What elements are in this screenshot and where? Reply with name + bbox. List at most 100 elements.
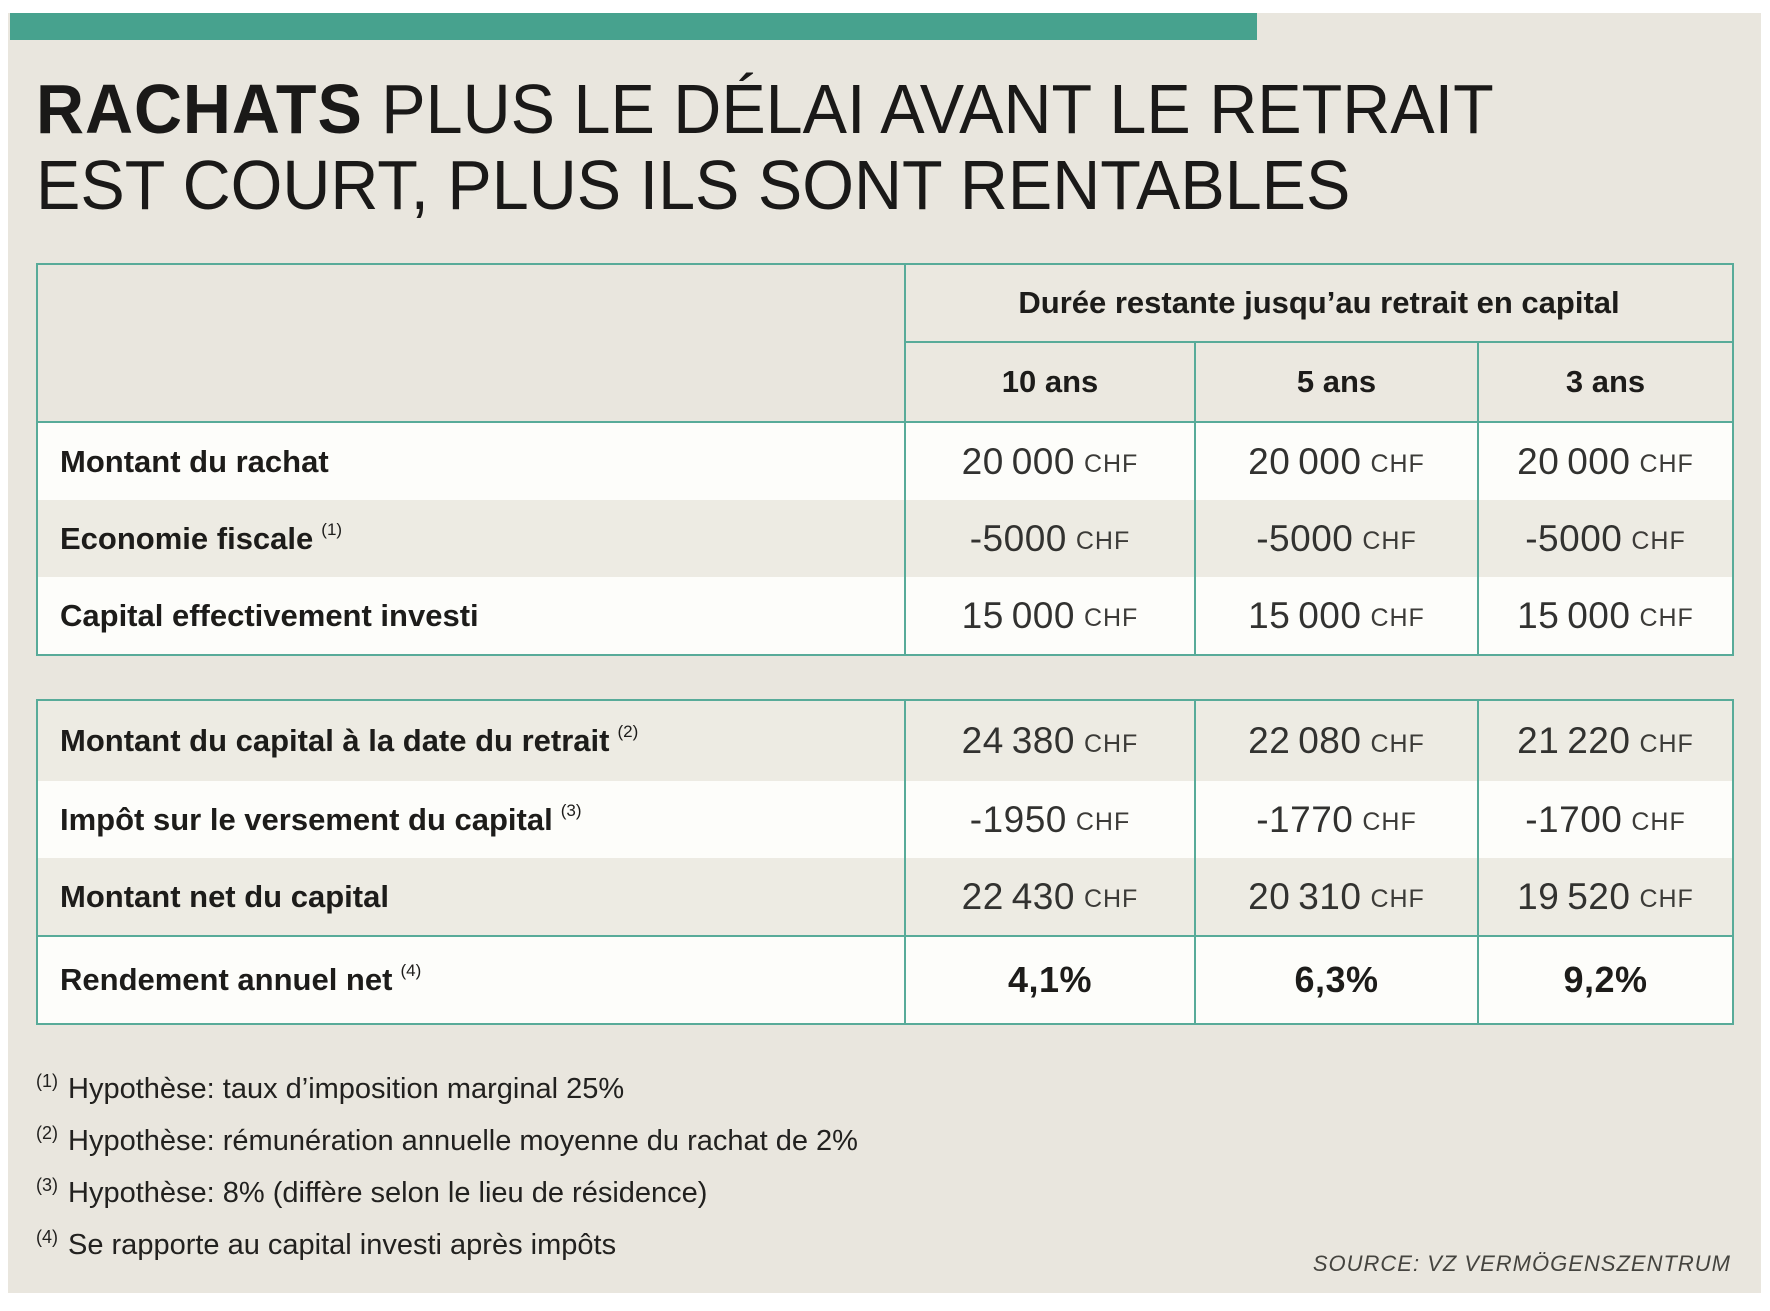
column-header-5ans: 5 ans <box>1194 343 1477 423</box>
cell-value: 20 310 <box>1248 875 1362 917</box>
cell-rendement-net-10ans: 4,1% <box>904 935 1194 1023</box>
footnote-marker: (2) <box>36 1122 58 1143</box>
cell-montant-net-10ans: 22 430 CHF <box>904 858 1194 935</box>
cell-rendement-net-3ans: 9,2% <box>1477 935 1732 1023</box>
cell-unit: CHF <box>1631 808 1686 836</box>
row-label-rendement-net: Rendement annuel net (4) <box>38 935 904 1023</box>
cell-value: 24 380 <box>961 720 1075 761</box>
cell-economie-fiscale-3ans: -5000 CHF <box>1477 500 1732 577</box>
cell-montant-rachat-10ans: 20 000 CHF <box>904 423 1194 500</box>
row-label-economie-fiscale: Economie fiscale (1) <box>38 500 904 577</box>
cell-capital-investi-10ans: 15 000 CHF <box>904 577 1194 654</box>
cell-value: -5000 <box>969 517 1067 559</box>
footnote-marker: (1) <box>36 1070 58 1091</box>
table-corner-cell <box>38 343 904 423</box>
cell-impot-versement-5ans: -1770 CHF <box>1194 781 1477 858</box>
cell-value: 15 000 <box>961 594 1075 636</box>
cell-value: 15 000 <box>1248 594 1362 636</box>
cell-unit: CHF <box>1083 729 1139 758</box>
footnote-text: Hypothèse: rémunération annuelle moyenne… <box>68 1124 858 1157</box>
cell-unit: CHF <box>1631 527 1686 555</box>
source-credit: SOURCE: VZ VERMÖGENSZENTRUM <box>1312 1251 1731 1276</box>
cell-economie-fiscale-5ans: -5000 CHF <box>1194 500 1477 577</box>
footnote-text: Hypothèse: taux d’imposition marginal 25… <box>68 1072 625 1105</box>
row-label-text: Economie fiscale <box>60 520 314 556</box>
row-label-montant-net: Montant net du capital <box>38 858 904 935</box>
row-label-text: Montant net du capital <box>60 878 389 914</box>
row-label-impot-versement: Impôt sur le versement du capital (3) <box>38 781 904 858</box>
footnote-marker: (3) <box>36 1174 58 1195</box>
row-label-text: Capital effectivement investi <box>60 597 479 633</box>
cell-unit: CHF <box>1639 604 1694 632</box>
column-header-3ans: 3 ans <box>1477 343 1732 423</box>
row-label-text: Montant du rachat <box>60 443 329 479</box>
footnote-4: (4) Se rapporte au capital investi après … <box>36 1219 858 1271</box>
cell-value: -5000 <box>1525 517 1623 559</box>
cell-unit: CHF <box>1083 450 1139 478</box>
cell-impot-versement-3ans: -1700 CHF <box>1477 781 1732 858</box>
title-line-2: EST COURT, PLUS ILS SONT RENTABLES <box>36 146 1351 224</box>
cell-unit: CHF <box>1362 808 1417 836</box>
cell-value: 21 220 <box>1517 720 1631 761</box>
cell-montant-rachat-3ans: 20 000 CHF <box>1477 423 1732 500</box>
cell-economie-fiscale-10ans: -5000 CHF <box>904 500 1194 577</box>
cell-unit: CHF <box>1639 885 1694 913</box>
cell-capital-date-retrait-10ans: 24 380 CHF <box>904 701 1194 781</box>
cell-unit: CHF <box>1075 527 1131 555</box>
row-label-montant-rachat: Montant du rachat <box>38 423 904 500</box>
footnote-2: (2) Hypothèse: rémunération annuelle moye… <box>36 1115 858 1167</box>
table-investment: Durée restante jusqu’au retrait en capit… <box>36 263 1734 656</box>
column-group-header: Durée restante jusqu’au retrait en capit… <box>904 265 1732 343</box>
title-rest: PLUS LE DÉLAI AVANT LE RETRAIT <box>381 70 1494 148</box>
cell-montant-rachat-5ans: 20 000 CHF <box>1194 423 1477 500</box>
cell-unit: CHF <box>1370 450 1425 478</box>
cell-unit: CHF <box>1639 729 1694 758</box>
cell-impot-versement-10ans: -1950 CHF <box>904 781 1194 858</box>
cell-capital-date-retrait-5ans: 22 080 CHF <box>1194 701 1477 781</box>
cell-value: 6,3% <box>1294 959 1379 1000</box>
cell-value: 4,1% <box>1007 959 1093 1000</box>
row-label-capital-date-retrait: Montant du capital à la date du retrait (… <box>38 701 904 781</box>
cell-value: 20 000 <box>1517 440 1631 482</box>
cell-capital-date-retrait-3ans: 21 220 CHF <box>1477 701 1732 781</box>
table-results: Montant du capital à la date du retrait (… <box>36 699 1734 1025</box>
cell-unit: CHF <box>1370 885 1425 913</box>
cell-capital-investi-3ans: 15 000 CHF <box>1477 577 1732 654</box>
row-label-text: Rendement annuel net <box>60 962 393 997</box>
cell-unit: CHF <box>1370 729 1425 758</box>
row-label-capital-investi: Capital effectivement investi <box>38 577 904 654</box>
page-title: RACHATS PLUS LE DÉLAI AVANT LE RETRAIT E… <box>36 71 1494 223</box>
cell-value: 20 000 <box>961 440 1075 482</box>
cell-unit: CHF <box>1075 808 1131 836</box>
cell-montant-net-5ans: 20 310 CHF <box>1194 858 1477 935</box>
row-label-text: Montant du capital à la date du retrait <box>60 723 610 758</box>
cell-value: -1770 <box>1256 798 1354 840</box>
footnote-1: (1) Hypothèse: taux d’imposition marginal… <box>36 1063 858 1115</box>
row-label-text: Impôt sur le versement du capital <box>60 801 553 837</box>
cell-value: 19 520 <box>1517 875 1631 917</box>
footnote-text: Se rapporte au capital investi après imp… <box>68 1228 617 1261</box>
cell-value: -1700 <box>1525 798 1623 840</box>
cell-value: 22 430 <box>961 875 1075 917</box>
top-accent-bar <box>10 13 1257 40</box>
footnote-ref: (1) <box>321 519 343 539</box>
footnote-ref: (3) <box>560 800 582 820</box>
footnote-3: (3) Hypothèse: 8% (diffère selon le lieu … <box>36 1167 858 1219</box>
cell-value: 15 000 <box>1517 594 1631 636</box>
cell-value: -5000 <box>1256 517 1354 559</box>
column-header-10ans: 10 ans <box>904 343 1194 423</box>
cell-rendement-net-5ans: 6,3% <box>1194 935 1477 1023</box>
footnotes: (1) Hypothèse: taux d’imposition marginal… <box>36 1063 858 1271</box>
cell-value: 9,2% <box>1563 959 1648 1000</box>
cell-value: 20 000 <box>1248 440 1362 482</box>
title-line-1: RACHATS PLUS LE DÉLAI AVANT LE RETRAIT <box>36 71 1494 147</box>
cell-unit: CHF <box>1370 604 1425 632</box>
footnote-marker: (4) <box>36 1226 58 1247</box>
table-corner-cell <box>38 265 904 343</box>
footnote-ref: (2) <box>617 722 639 741</box>
cell-value: -1950 <box>969 798 1067 840</box>
content-panel: RACHATS PLUS LE DÉLAI AVANT LE RETRAIT E… <box>8 13 1761 1293</box>
cell-capital-investi-5ans: 15 000 CHF <box>1194 577 1477 654</box>
cell-value: 22 080 <box>1248 720 1362 761</box>
cell-montant-net-3ans: 19 520 CHF <box>1477 858 1732 935</box>
